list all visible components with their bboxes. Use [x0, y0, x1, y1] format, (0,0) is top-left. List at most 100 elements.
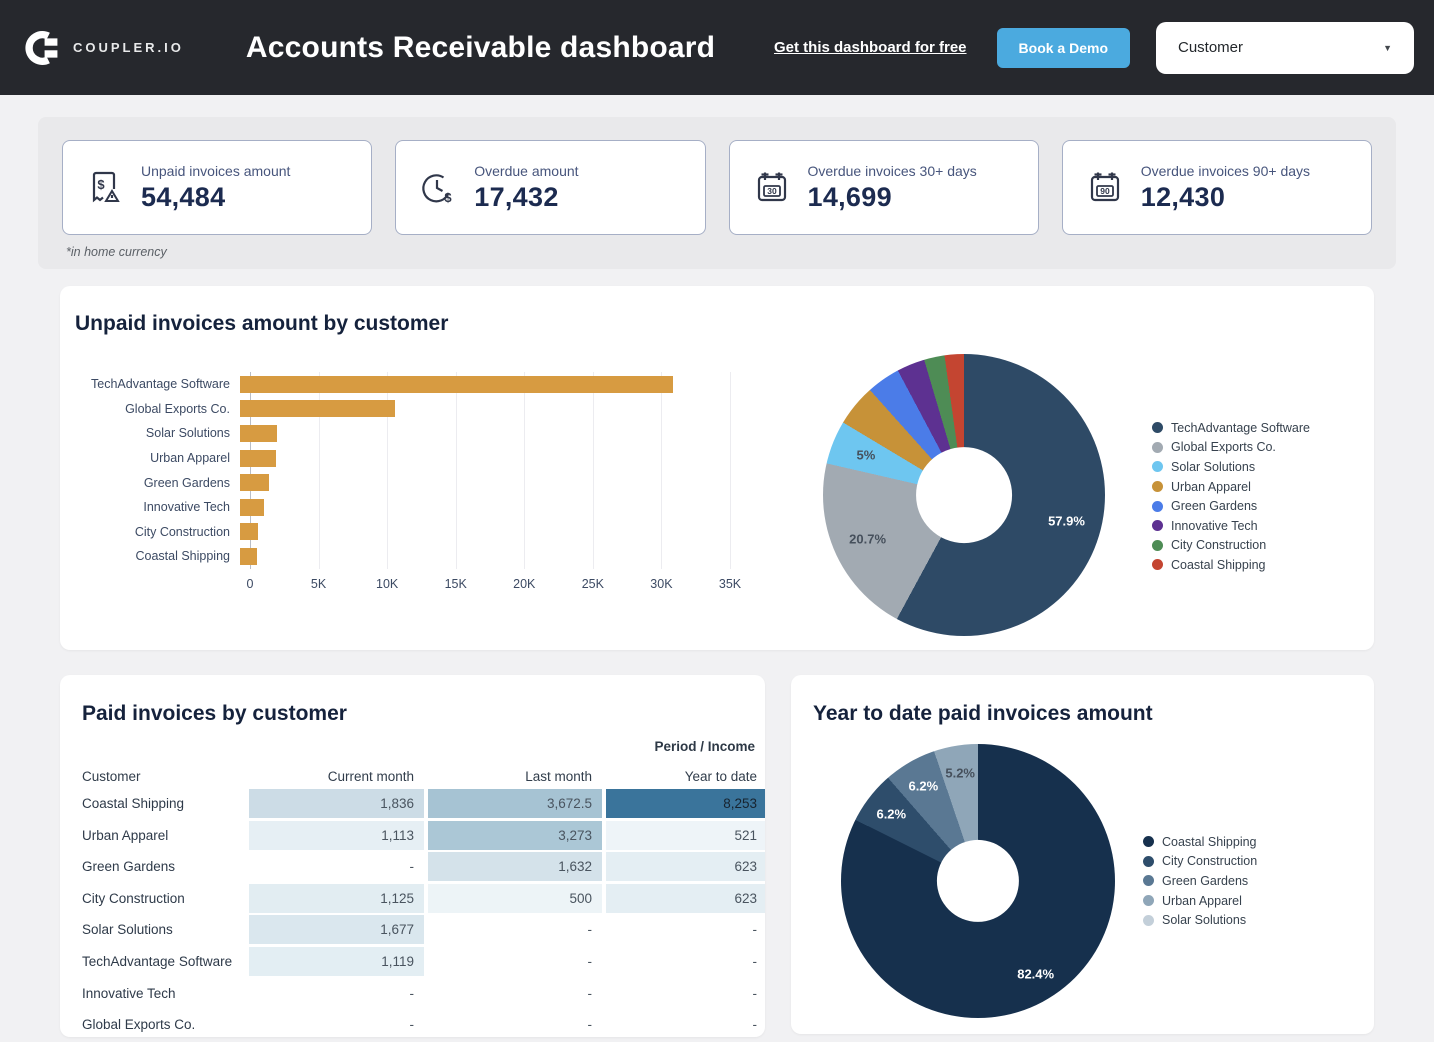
kpi-value: 14,699	[807, 181, 892, 212]
gridline	[730, 372, 731, 569]
table-cell: -	[587, 953, 593, 969]
pie-percent-label: 6.2%	[908, 778, 939, 794]
bar-row: Urban Apparel	[80, 446, 760, 471]
x-axis-tick-label: 20K	[513, 576, 536, 591]
x-axis-tick-label: 30K	[650, 576, 673, 591]
legend-label: Urban Apparel	[1162, 893, 1242, 908]
customer-filter-select[interactable]: Customer ▼	[1156, 21, 1414, 74]
bar-track	[240, 424, 720, 442]
bar	[240, 400, 395, 418]
svg-text:30: 30	[767, 186, 777, 196]
column-header: Year to date	[684, 768, 757, 784]
donut-hole	[936, 839, 1020, 923]
bar	[240, 449, 276, 467]
x-axis-tick-label: 35K	[718, 576, 742, 591]
pie-percent-label: 6.2%	[876, 806, 907, 822]
row-customer-name: City Construction	[82, 890, 185, 906]
calendar-30-icon: 30	[757, 172, 786, 201]
table-row: Innovative Tech - - -	[60, 979, 765, 1008]
table-cell: -	[752, 1017, 758, 1033]
section-title-unpaid: Unpaid invoices amount by customer	[75, 312, 449, 335]
paid-invoices-card: Paid invoices by customer Period / Incom…	[60, 675, 765, 1037]
legend-item: Solar Solutions	[1143, 910, 1257, 930]
row-customer-name: Innovative Tech	[82, 985, 176, 1001]
unpaid-by-customer-card: Unpaid invoices amount by customer TechA…	[60, 286, 1374, 650]
bar-track	[240, 449, 720, 467]
kpi-label: Overdue invoices 90+ days	[1140, 162, 1311, 179]
page-title: Accounts Receivable dashboard	[245, 30, 716, 64]
svg-text:$: $	[445, 190, 453, 205]
legend-item: City Construction	[1143, 852, 1257, 872]
invoice-dollar-icon: $	[92, 171, 120, 202]
legend-label: Global Exports Co.	[1171, 440, 1276, 455]
table-cell: 521	[606, 820, 765, 850]
table-header-row: Customer Current month Last month Year to d…	[60, 763, 765, 789]
legend-label: Solar Solutions	[1162, 913, 1247, 928]
bar-row: Coastal Shipping	[80, 544, 760, 569]
table-cell: -	[752, 953, 758, 969]
legend-item: Green Gardens	[1152, 496, 1310, 516]
legend-label: City Construction	[1171, 538, 1267, 553]
legend-color-dot	[1143, 875, 1154, 887]
donut-hole	[916, 447, 1012, 543]
gridline	[318, 372, 320, 569]
period-income-label: Period / Income	[654, 739, 755, 754]
pie-percent-label: 20.7%	[849, 531, 887, 547]
table-row: Urban Apparel 1,113 3,273 521	[60, 820, 765, 850]
row-customer-name: Global Exports Co.	[82, 1017, 196, 1033]
kpi-value: 12,430	[1140, 181, 1226, 212]
book-demo-button[interactable]: Book a Demo	[996, 27, 1130, 68]
bar-row: Innovative Tech	[80, 495, 760, 520]
bar-category-label: Innovative Tech	[143, 500, 230, 515]
kpi-panel: $ Unpaid invoices amount 54,484 $ Overdu…	[38, 117, 1396, 269]
table-row: TechAdvantage Software 1,119 - -	[60, 946, 765, 976]
table-cell: 1,836	[249, 789, 424, 818]
kpi-label: Unpaid invoices amount	[141, 162, 291, 179]
table-body: Coastal Shipping 1,836 3,672.5 8,253 Urban A…	[60, 789, 765, 1037]
get-dashboard-link[interactable]: Get this dashboard for free	[773, 39, 967, 56]
bar-category-label: Global Exports Co.	[125, 401, 230, 416]
legend-label: City Construction	[1162, 854, 1258, 869]
column-header: Last month	[525, 768, 592, 784]
kpi-card-overdue-90: 90 Overdue invoices 90+ days 12,430	[1061, 140, 1372, 235]
column-header: Customer	[82, 768, 141, 784]
bar-category-label: City Construction	[134, 524, 230, 539]
y-axis-line	[250, 372, 251, 569]
unpaid-donut-chart: 57.9% 20.7% 5%	[823, 354, 1105, 636]
legend-color-dot	[1152, 500, 1163, 512]
legend-color-dot	[1152, 539, 1163, 551]
pie-percent-label: 5%	[856, 447, 876, 463]
bar	[240, 523, 258, 541]
legend-label: Solar Solutions	[1171, 459, 1256, 474]
clock-dollar-icon: $	[422, 173, 453, 205]
column-header: Current month	[327, 768, 414, 784]
bar-row: TechAdvantage Software	[80, 372, 760, 397]
legend-label: Innovative Tech	[1171, 518, 1258, 533]
pie-percent-label: 57.9%	[1048, 513, 1085, 529]
x-axis-tick-label: 0	[246, 576, 254, 591]
currency-note: *in home currency	[66, 245, 167, 259]
kpi-value: 54,484	[141, 181, 226, 212]
pie-percent-label: 5.2%	[945, 765, 975, 781]
bar-track	[240, 375, 720, 393]
kpi-card-overdue: $ Overdue amount 17,432	[395, 140, 706, 235]
bar-row: Green Gardens	[80, 470, 760, 495]
bar-category-label: Green Gardens	[143, 475, 230, 490]
table-cell: 1,677	[249, 915, 424, 945]
svg-text:90: 90	[1100, 186, 1110, 196]
filter-selected-value: Customer	[1178, 39, 1244, 56]
legend-item: Coastal Shipping	[1152, 555, 1310, 575]
bar-track	[240, 400, 720, 418]
gridline	[592, 372, 594, 569]
bar-track	[240, 547, 720, 565]
bar-row: Solar Solutions	[80, 421, 760, 446]
legend-label: Green Gardens	[1162, 873, 1249, 888]
table-cell: -	[587, 922, 593, 938]
bar-category-label: Urban Apparel	[150, 451, 230, 466]
gridline	[455, 372, 457, 569]
table-cell: 1,632	[428, 852, 602, 882]
bar-track	[240, 474, 720, 492]
table-cell: 500	[428, 883, 602, 913]
gridline	[524, 372, 526, 569]
legend-color-dot	[1152, 559, 1163, 571]
